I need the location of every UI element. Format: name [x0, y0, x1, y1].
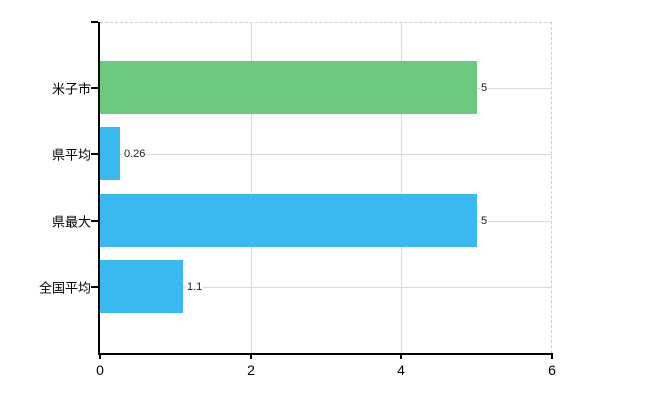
x-tick	[250, 353, 252, 359]
bar-全国平均	[100, 260, 183, 313]
plot-border-right	[551, 22, 552, 353]
y-tick	[91, 286, 98, 288]
horizontal-gridline	[100, 154, 552, 155]
plot-border-top	[100, 22, 552, 23]
category-label: 全国平均	[38, 280, 91, 296]
plot-area: 5 米子市 0.26 県平均 5 県最大 1.1 全国平均 0 2 4 6	[39, 21, 556, 378]
x-tick-label: 2	[247, 362, 255, 378]
value-label: 5	[480, 214, 489, 228]
x-tick-label: 0	[96, 362, 104, 378]
x-tick	[99, 353, 101, 359]
bar-県最大	[100, 194, 477, 247]
x-tick-label: 4	[397, 362, 405, 378]
category-label: 県平均	[51, 147, 91, 163]
value-label: 1.1	[186, 280, 204, 294]
category-label: 米子市	[51, 81, 91, 97]
y-axis-top-tick	[91, 21, 98, 23]
y-axis-line	[98, 22, 100, 355]
x-tick	[400, 353, 402, 359]
vertical-gridline	[251, 22, 252, 353]
x-axis-line	[98, 353, 552, 355]
vertical-gridline	[401, 22, 402, 353]
bar-県平均	[100, 127, 120, 180]
bar-米子市	[100, 61, 477, 114]
y-tick	[91, 220, 98, 222]
horizontal-gridline	[100, 287, 552, 288]
y-tick	[91, 87, 98, 89]
category-label: 県最大	[51, 214, 91, 230]
value-label: 0.26	[123, 147, 147, 161]
x-tick	[551, 353, 553, 359]
value-label: 5	[480, 81, 489, 95]
y-tick	[91, 153, 98, 155]
x-tick-label: 6	[548, 362, 556, 378]
